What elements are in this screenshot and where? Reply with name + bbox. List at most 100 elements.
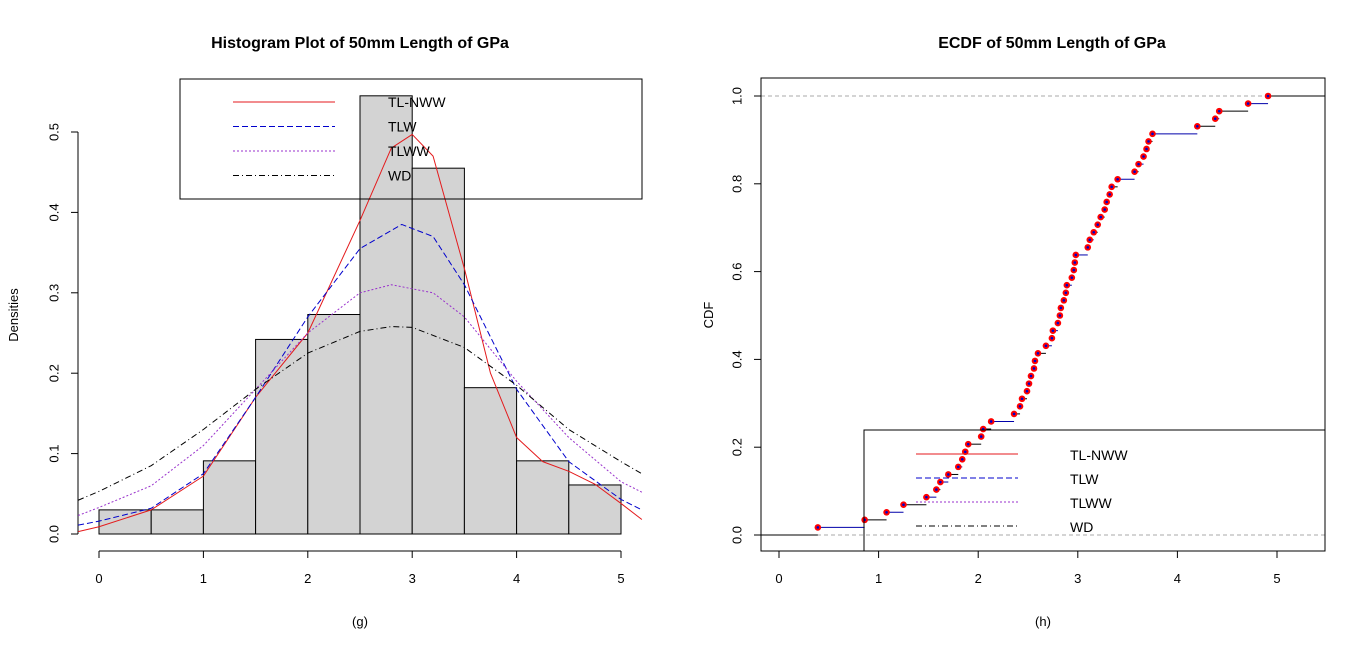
ecdf-point-center xyxy=(1133,170,1136,173)
legend-label: TLW xyxy=(388,119,417,135)
ecdf-point-center xyxy=(1058,314,1062,317)
ecdf-point-center xyxy=(1213,117,1217,121)
histogram-bar xyxy=(98,509,152,535)
y-tick-label: 1.0 xyxy=(729,87,744,105)
ecdf-point-center xyxy=(1036,352,1040,355)
ecdf-point-center xyxy=(1051,329,1055,332)
ecdf-point-center xyxy=(1217,109,1221,113)
x-tick-label: 4 xyxy=(1174,571,1181,586)
ecdf-point-center xyxy=(1266,94,1270,98)
ecdf-point-center xyxy=(1108,193,1111,196)
legend-label: TL-NWW xyxy=(1070,447,1128,463)
histogram-bar xyxy=(150,509,204,535)
legend-label: TLW xyxy=(1070,471,1099,487)
ecdf-point-center xyxy=(960,458,964,461)
ecdf-point-center xyxy=(979,435,983,438)
ecdf-point-center xyxy=(1086,246,1090,249)
ecdf-point-center xyxy=(1050,336,1054,340)
ecdf-point-center xyxy=(1145,147,1148,151)
ecdf-point-center xyxy=(939,480,942,484)
ecdf-point-center xyxy=(1012,412,1016,416)
ecdf-point-center xyxy=(1092,230,1096,234)
ecdf-title: ECDF of 50mm Length of GPa xyxy=(938,35,1166,52)
ecdf-point-center xyxy=(956,465,960,469)
x-tick-label: 0 xyxy=(95,571,102,586)
ecdf-point-center xyxy=(1147,140,1150,143)
histogram-bar xyxy=(568,484,622,535)
ecdf-point-center xyxy=(947,473,950,476)
density-curve-tlww xyxy=(77,284,643,516)
legend-box xyxy=(863,429,1326,552)
ecdf-point-center xyxy=(1196,124,1199,128)
ecdf-point-center xyxy=(1110,185,1113,189)
x-tick-label: 1 xyxy=(875,571,882,586)
ecdf-point-center xyxy=(1070,276,1074,279)
x-tick-label: 3 xyxy=(1074,571,1081,586)
y-tick-label: 0.8 xyxy=(729,175,744,193)
ecdf-point-center xyxy=(1151,132,1154,136)
ecdf-point-center xyxy=(1032,367,1036,370)
legend-label: WD xyxy=(388,168,411,184)
histogram-panel: Histogram Plot of 50mm Length of GPa (g)… xyxy=(6,35,643,629)
ecdf-point-center xyxy=(816,526,820,529)
ecdf-point-center xyxy=(1099,215,1103,219)
density-curve-wd xyxy=(77,326,643,501)
y-tick-label: 0.2 xyxy=(729,438,744,456)
ecdf-point-center xyxy=(885,510,888,514)
ecdf-point-center xyxy=(1033,359,1037,363)
y-tick-label: 0.6 xyxy=(729,263,744,281)
ecdf-point-center xyxy=(1020,397,1024,401)
ecdf-point-center xyxy=(1105,200,1108,204)
histogram-bar xyxy=(411,167,465,535)
ecdf-point-center xyxy=(1029,374,1033,378)
ecdf-point-center xyxy=(1018,405,1022,408)
x-tick-label: 0 xyxy=(775,571,782,586)
ecdf-point-center xyxy=(1246,102,1250,105)
ecdf-point-center xyxy=(1088,238,1092,242)
ecdf-point-center xyxy=(902,503,905,507)
y-tick-label: 0.2 xyxy=(46,364,61,382)
ecdf-point-center xyxy=(1059,306,1063,310)
ecdf-y-label: CDF xyxy=(701,302,716,329)
ecdf-point-center xyxy=(1116,177,1119,181)
histogram-x-label: (g) xyxy=(352,614,368,629)
histogram-bar xyxy=(463,387,518,535)
ecdf-point-center xyxy=(1025,389,1029,393)
ecdf-point-center xyxy=(1096,223,1100,226)
y-tick-label: 0.0 xyxy=(46,525,61,543)
ecdf-point-center xyxy=(1064,291,1068,295)
y-tick-label: 0.0 xyxy=(729,526,744,544)
x-tick-label: 5 xyxy=(617,571,624,586)
x-tick-label: 2 xyxy=(975,571,982,586)
x-tick-label: 3 xyxy=(409,571,416,586)
density-curve-tl-nww xyxy=(78,133,643,533)
histogram-bar xyxy=(516,460,570,535)
ecdf-point-center xyxy=(935,488,938,491)
ecdf-point-center xyxy=(1142,155,1145,158)
ecdf-point-center xyxy=(963,450,967,454)
ecdf-point-center xyxy=(1044,344,1048,348)
ecdf-point-center xyxy=(1072,268,1076,272)
density-curve-tlw xyxy=(78,223,643,526)
histogram-bar xyxy=(202,460,257,535)
y-tick-label: 0.3 xyxy=(46,284,61,302)
y-tick-label: 0.1 xyxy=(46,445,61,463)
plot-frame xyxy=(760,77,1326,552)
histogram-title: Histogram Plot of 50mm Length of GPa xyxy=(211,35,509,52)
y-tick-label: 0.4 xyxy=(729,350,744,368)
legend-box xyxy=(179,78,643,200)
legend-label: TL-NWW xyxy=(388,94,446,110)
ecdf-point-center xyxy=(966,442,970,446)
ecdf-point-center xyxy=(1073,261,1077,264)
ecdf-point-center xyxy=(1027,382,1031,385)
x-tick-label: 5 xyxy=(1273,571,1280,586)
histogram-bar xyxy=(307,314,361,535)
histogram-bar xyxy=(255,338,309,535)
x-tick-label: 2 xyxy=(304,571,311,586)
histogram-bar xyxy=(359,95,413,535)
histogram-y-label: Densities xyxy=(6,288,21,342)
ecdf-point-center xyxy=(1137,162,1140,166)
ecdf-x-label: (h) xyxy=(1035,614,1051,629)
x-tick-label: 1 xyxy=(200,571,207,586)
